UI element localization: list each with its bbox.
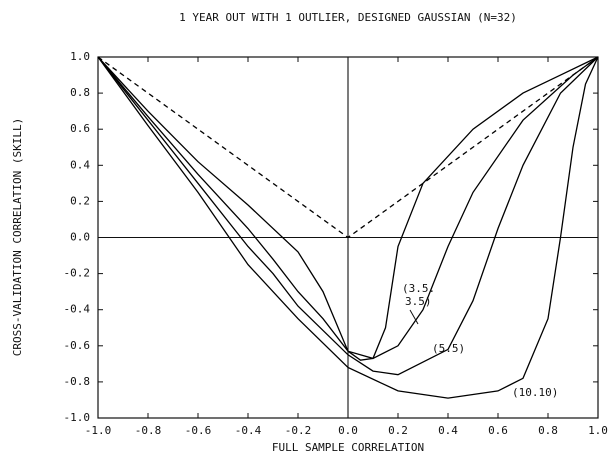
x-tick-label: -0.2 xyxy=(285,424,312,437)
annotation-leader xyxy=(409,309,419,325)
annotation: 3.5) xyxy=(405,295,432,308)
x-tick-label: -0.8 xyxy=(135,424,162,437)
y-tick-label: -0.4 xyxy=(64,303,91,316)
annotation: (10.10) xyxy=(512,386,558,399)
line-series xyxy=(97,56,599,376)
y-tick-label: 0.4 xyxy=(70,158,90,171)
annotation: (3.5. xyxy=(402,282,435,295)
line-series xyxy=(97,56,599,399)
y-tick-label: 0.8 xyxy=(70,86,90,99)
x-tick-label: 0.0 xyxy=(338,424,358,437)
line-series xyxy=(97,56,599,361)
y-tick-label: -0.2 xyxy=(64,267,91,280)
line-series xyxy=(97,56,599,360)
x-axis-label: FULL SAMPLE CORRELATION xyxy=(272,441,424,454)
x-tick-label: -0.6 xyxy=(185,424,212,437)
x-tick-label: 0.8 xyxy=(538,424,558,437)
annotation: (5.5) xyxy=(432,342,465,355)
y-tick-label: -0.6 xyxy=(64,339,91,352)
x-tick-label: -0.4 xyxy=(235,424,262,437)
y-tick-label: 0.6 xyxy=(70,122,90,135)
x-tick-label: 0.2 xyxy=(388,424,408,437)
x-tick-label: 0.6 xyxy=(488,424,508,437)
y-axis-label: CROSS-VALIDATION CORRELATION (SKILL) xyxy=(11,118,24,356)
y-tick-label: 0.2 xyxy=(70,194,90,207)
y-tick-label: 1.0 xyxy=(70,50,90,63)
y-tick-label: 0.0 xyxy=(70,231,90,244)
chart-title: 1 YEAR OUT WITH 1 OUTLIER, DESIGNED GAUS… xyxy=(179,11,517,24)
y-tick-label: -1.0 xyxy=(64,411,91,424)
x-tick-label: -1.0 xyxy=(85,424,112,437)
x-tick-label: 0.4 xyxy=(438,424,458,437)
line-series xyxy=(97,56,599,239)
x-tick-label: 1.0 xyxy=(588,424,608,437)
y-tick-label: -0.8 xyxy=(64,375,91,388)
